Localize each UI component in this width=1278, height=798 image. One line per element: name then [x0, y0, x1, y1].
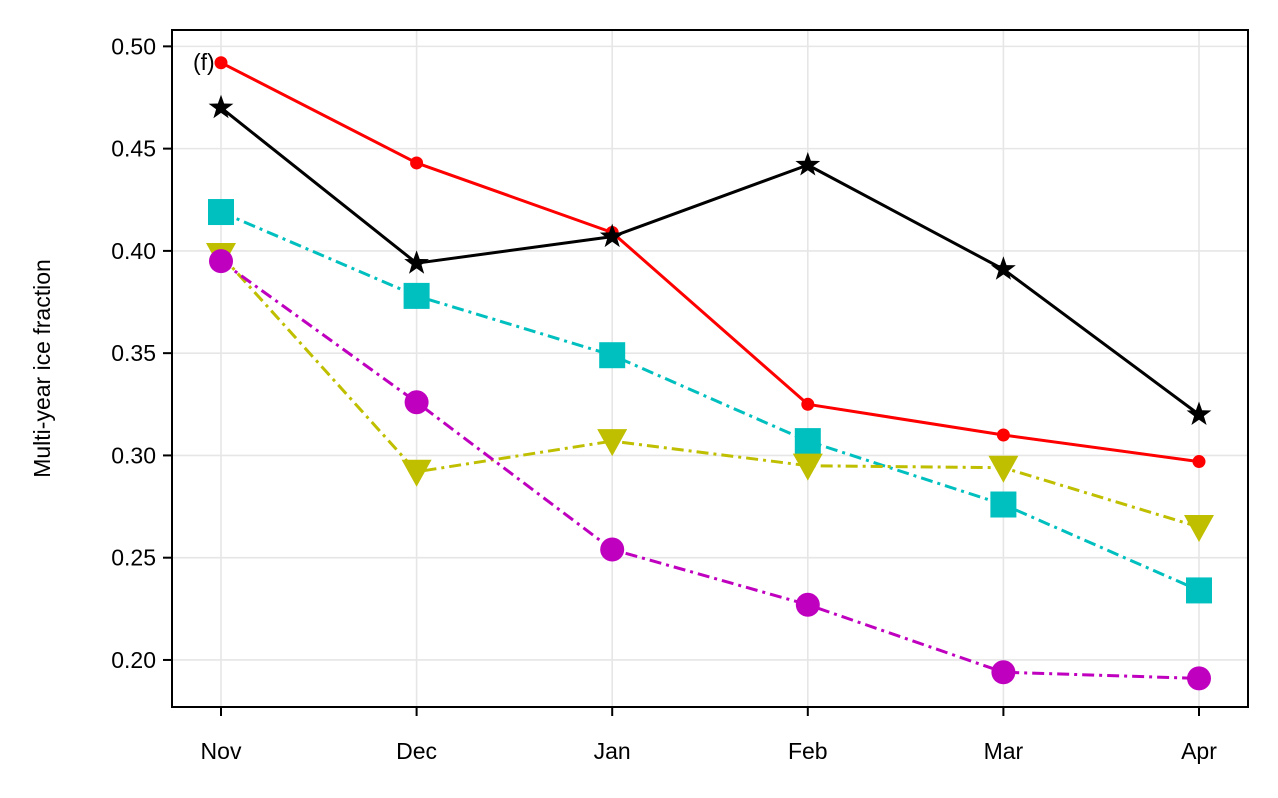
y-tick-label: 0.50 — [111, 33, 156, 59]
gridlines — [172, 30, 1248, 707]
x-tick-label: Jan — [594, 738, 631, 764]
data-point — [801, 397, 815, 411]
plot-frame — [171, 29, 1249, 708]
data-point — [1186, 401, 1212, 425]
data-point — [403, 282, 430, 309]
data-point — [208, 199, 234, 226]
axis-ticks: Nov Dec Jan Feb Mar Apr 0.20 0.25 0.30 0.35 0.40 0.… — [111, 33, 1217, 764]
data-point — [991, 256, 1016, 280]
data-point — [401, 459, 432, 487]
data-point — [1192, 455, 1206, 469]
y-tick-label: 0.20 — [111, 647, 156, 673]
series-line — [219, 253, 1200, 529]
data-point — [1184, 515, 1214, 543]
series-2 — [208, 94, 1212, 425]
series-line — [220, 210, 1200, 592]
x-tick-label: Mar — [984, 738, 1024, 764]
series-5 — [209, 249, 1211, 691]
data-point — [600, 537, 625, 562]
y-tick-label: 0.25 — [111, 545, 156, 571]
data-point — [795, 592, 820, 617]
data-point — [597, 429, 628, 457]
series-layer — [206, 56, 1214, 691]
x-tick-label: Nov — [201, 738, 242, 764]
data-point — [404, 390, 429, 415]
series-line — [220, 106, 1200, 416]
data-point — [794, 428, 821, 455]
y-tick-label: 0.45 — [111, 136, 156, 162]
series-3 — [208, 199, 1212, 604]
y-tick-label: 0.30 — [111, 442, 156, 468]
series-line — [220, 61, 1200, 464]
data-point — [990, 491, 1017, 518]
data-point — [795, 152, 821, 176]
data-point — [792, 453, 823, 481]
y-tick-label: 0.35 — [111, 340, 156, 366]
data-point — [991, 660, 1016, 685]
data-point — [214, 56, 228, 70]
data-point — [1186, 577, 1212, 604]
data-point — [410, 156, 424, 170]
x-tick-label: Apr — [1181, 738, 1217, 764]
panel-label: (f) — [193, 49, 215, 75]
x-tick-label: Feb — [788, 738, 828, 764]
data-point — [208, 94, 234, 119]
x-tick-label: Dec — [396, 738, 437, 764]
series-line — [220, 259, 1200, 680]
data-point — [404, 250, 429, 274]
data-point — [209, 249, 233, 274]
y-axis-title: Multi-year ice fraction — [29, 259, 55, 478]
series-1 — [214, 56, 1206, 469]
data-point — [599, 223, 625, 248]
data-point — [599, 342, 626, 369]
data-point — [996, 428, 1010, 442]
y-tick-label: 0.40 — [111, 238, 156, 264]
data-point — [1187, 666, 1211, 691]
series-4 — [206, 242, 1214, 543]
data-point — [988, 455, 1019, 483]
